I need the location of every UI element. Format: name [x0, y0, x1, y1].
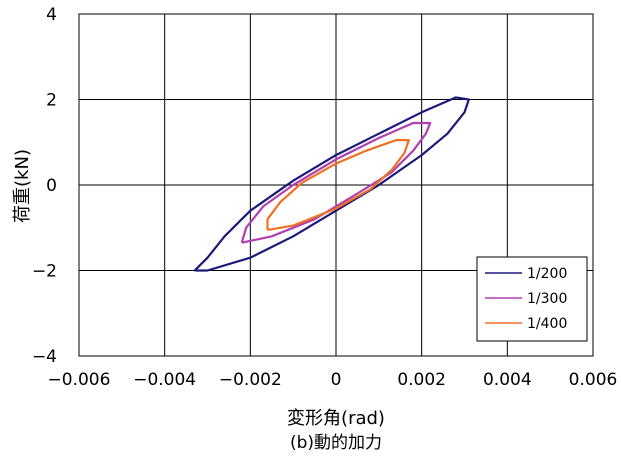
x-tick-label: −0.002: [219, 370, 282, 390]
x-tick-label: 0: [331, 370, 342, 390]
x-tick-label: 0.002: [397, 370, 446, 390]
legend-label: 1/200: [527, 266, 567, 282]
legend: 1/200 1/300 1/400: [476, 256, 588, 342]
series-line-1-200: [193, 96, 470, 272]
y-tick-label: −4: [32, 347, 57, 367]
x-tick-labels: −0.006 −0.004 −0.002 0 0.002 0.004 0.006: [48, 370, 618, 390]
legend-label: 1/300: [527, 291, 567, 307]
series-group: [193, 96, 470, 272]
x-tick-label: 0.004: [483, 370, 532, 390]
y-axis-title: 荷重(kN): [12, 149, 33, 223]
y-tick-label: 0: [46, 176, 57, 196]
y-tick-label: 2: [46, 91, 57, 111]
y-tick-label: 4: [46, 5, 57, 25]
x-tick-label: 0.006: [569, 370, 618, 390]
chart-caption: (b)動的加力: [290, 433, 382, 453]
x-tick-label: −0.006: [48, 370, 111, 390]
plot-frame: [78, 13, 594, 357]
legend-box: [476, 256, 588, 342]
legend-label: 1/400: [527, 316, 567, 332]
series-line-1-400: [266, 139, 410, 231]
x-axis-title: 変形角(rad): [287, 408, 385, 429]
y-tick-labels: −4 −2 0 2 4: [32, 5, 57, 367]
y-tick-label: −2: [32, 262, 57, 282]
x-tick-label: −0.004: [133, 370, 196, 390]
